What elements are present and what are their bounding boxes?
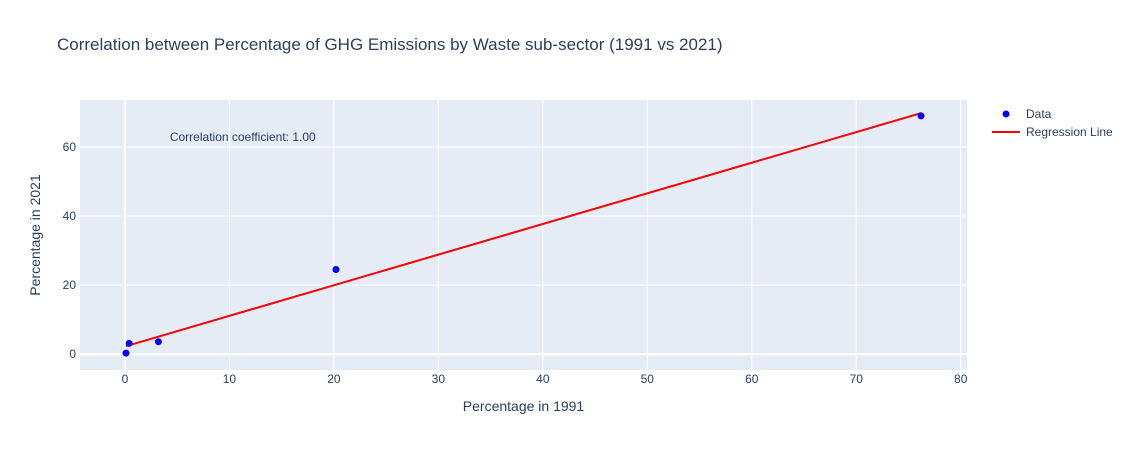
grid (80, 100, 967, 370)
data-point[interactable] (125, 339, 133, 347)
y-tick-label: 20 (63, 278, 77, 292)
x-tick-label: 40 (536, 372, 550, 386)
legend-item-regression[interactable]: Regression Line (992, 125, 1113, 139)
legend[interactable]: Data Regression Line (992, 107, 1113, 139)
x-tick-label: 60 (745, 372, 759, 386)
data-point[interactable] (917, 112, 925, 120)
series-layer (122, 112, 925, 357)
y-tick-label: 0 (69, 347, 76, 361)
correlation-annotation: Correlation coefficient: 1.00 (170, 130, 316, 144)
x-tick-label: 50 (641, 372, 655, 386)
x-tick-label: 20 (327, 372, 341, 386)
legend-item-data[interactable]: Data (1002, 107, 1052, 121)
legend-marker-data (1002, 110, 1010, 118)
data-point[interactable] (154, 338, 162, 346)
data-point[interactable] (332, 266, 340, 274)
x-axis-ticks: 0 10 20 30 40 50 60 70 80 (122, 372, 968, 386)
legend-label-regression: Regression Line (1026, 125, 1113, 139)
plot-area (80, 100, 967, 370)
chart-title: Correlation between Percentage of GHG Em… (57, 35, 723, 54)
y-axis-label: Percentage in 2021 (27, 174, 43, 296)
x-tick-label: 10 (223, 372, 237, 386)
annotations: Correlation coefficient: 1.00 (170, 130, 316, 144)
x-tick-label: 80 (954, 372, 968, 386)
x-tick-label: 0 (122, 372, 129, 386)
legend-label-data: Data (1026, 107, 1052, 121)
x-axis-label: Percentage in 1991 (463, 398, 585, 414)
y-tick-label: 60 (63, 140, 77, 154)
y-tick-label: 40 (63, 209, 77, 223)
x-tick-label: 70 (850, 372, 864, 386)
x-tick-label: 30 (432, 372, 446, 386)
data-point[interactable] (122, 349, 130, 357)
regression-line (125, 112, 922, 348)
y-axis-ticks: 0 20 40 60 (63, 140, 77, 361)
